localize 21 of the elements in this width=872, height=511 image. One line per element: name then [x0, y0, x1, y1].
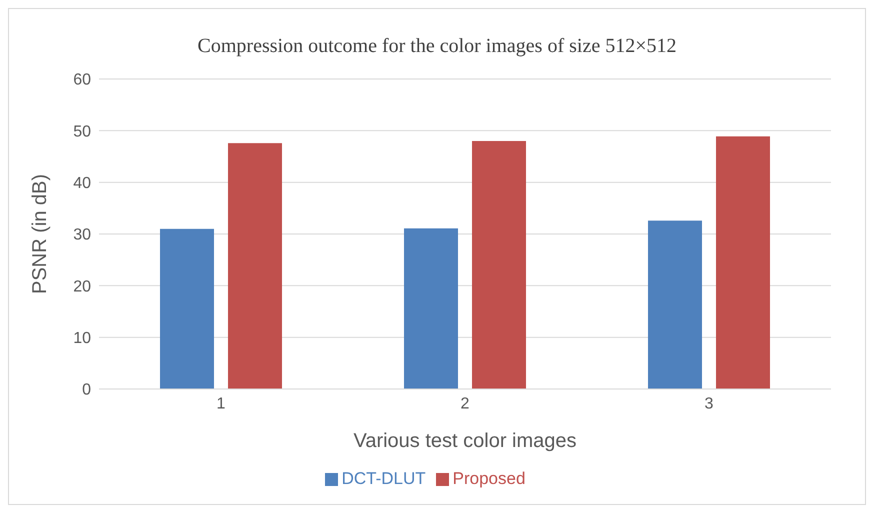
x-tick-label: 1	[216, 395, 226, 412]
y-tick-label: 30	[73, 226, 92, 244]
chart-title: Compression outcome for the color images of size 512×512	[196, 35, 678, 58]
bar	[648, 220, 702, 389]
y-tick-label: 0	[82, 382, 92, 399]
x-tick-label: 3	[704, 395, 714, 412]
legend-label: Proposed	[452, 469, 526, 488]
y-tick-label: 10	[73, 330, 92, 348]
bar	[716, 136, 770, 389]
bar	[160, 228, 214, 389]
y-tick-label: 20	[73, 278, 92, 296]
y-tick-label: 40	[73, 175, 92, 192]
x-axis-title: Various test color images	[353, 430, 577, 452]
bar	[404, 228, 458, 389]
legend-label: DCT-DLUT	[342, 469, 426, 488]
y-tick-label: 60	[73, 72, 92, 89]
bar	[228, 143, 282, 389]
y-axis-title: PSNR (in dB)	[29, 174, 52, 294]
bar	[472, 141, 526, 389]
x-tick-label: 2	[460, 395, 470, 412]
y-tick-label: 50	[73, 123, 92, 140]
